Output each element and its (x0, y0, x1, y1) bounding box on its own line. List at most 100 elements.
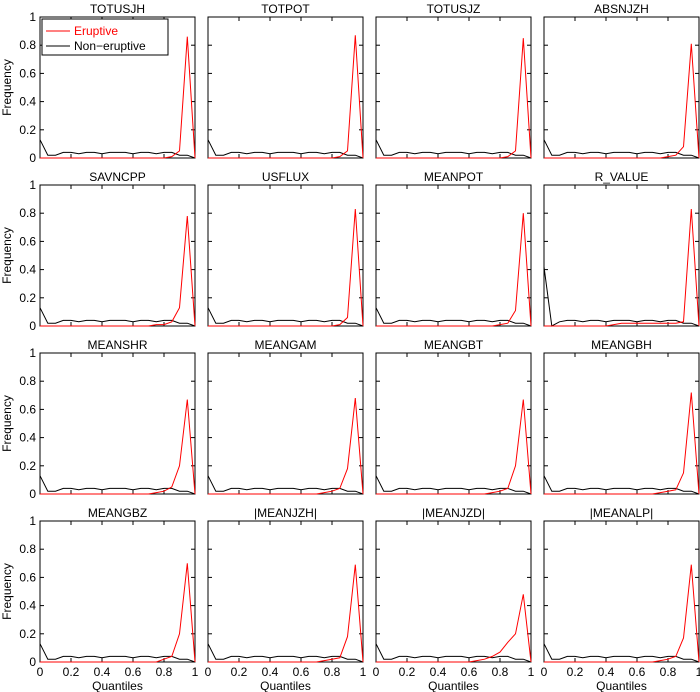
x-tick-label: 0.8 (324, 665, 341, 679)
y-tick-label: 0.6 (19, 66, 36, 80)
series-non-eruptive-line (39, 643, 196, 663)
x-tick-label: 0.4 (94, 665, 111, 679)
panel-7: R_VALUE (543, 170, 700, 327)
y-tick-label: 0 (29, 655, 36, 669)
axes-box (375, 16, 532, 159)
panel-title: MEANSHR (87, 338, 147, 352)
x-tick-label: 0.6 (461, 665, 478, 679)
y-tick-label: 0.4 (19, 599, 36, 613)
panel-title: MEANGBZ (88, 506, 147, 520)
series-eruptive-line (208, 208, 364, 327)
y-tick-label: 0.8 (19, 374, 36, 388)
y-tick-label: 0.6 (19, 234, 36, 248)
y-tick-label: 0.2 (19, 459, 36, 473)
series-non-eruptive-line (375, 139, 532, 159)
series-eruptive-line (376, 213, 532, 327)
x-tick-label: 0.2 (399, 665, 416, 679)
x-tick-label: 0 (37, 665, 44, 679)
series-non-eruptive-line (543, 139, 700, 159)
series-non-eruptive-line (375, 307, 532, 327)
series-non-eruptive-line (375, 475, 532, 495)
y-tick-label: 0.4 (19, 431, 36, 445)
panel-title: MEANGBT (424, 338, 484, 352)
x-tick-label: 1 (192, 665, 199, 679)
x-tick-label: 0 (205, 665, 212, 679)
y-tick-label: 0 (29, 487, 36, 501)
x-tick-label: 0.2 (63, 665, 80, 679)
series-eruptive-line (40, 563, 196, 663)
x-tick-label: 0.8 (660, 665, 677, 679)
panel-13: |MEANJZH| 0 0.2 0.4 0.6 0.8 1 Quantiles (205, 506, 367, 692)
panel-title: ABSNJZH (594, 2, 649, 16)
series-eruptive-line (544, 392, 700, 495)
panel-6: MEANPOT (375, 170, 532, 327)
panel-9: MEANGAM (207, 338, 364, 495)
y-axis-label: Frequency (0, 59, 14, 116)
axes-box (39, 520, 196, 663)
series-non-eruptive-line (207, 139, 364, 159)
series-eruptive-line (376, 594, 532, 663)
series-non-eruptive-line (207, 307, 364, 327)
x-axis-label: Quantiles (260, 679, 311, 692)
y-tick-label: 0.4 (19, 263, 36, 277)
series-non-eruptive-line (207, 475, 364, 495)
series-eruptive-line (40, 399, 196, 495)
axes-box (207, 520, 364, 663)
series-eruptive-line (208, 564, 364, 663)
panel-title: TOTUSJH (90, 2, 145, 16)
legend-label: Eruptive (74, 24, 118, 38)
x-tick-label: 0.4 (598, 665, 615, 679)
series-non-eruptive-line (39, 307, 196, 327)
x-tick-label: 0 (541, 665, 548, 679)
x-tick-label: 1 (360, 665, 367, 679)
series-non-eruptive-line (207, 643, 364, 663)
y-tick-label: 0.2 (19, 627, 36, 641)
axes-box (39, 184, 196, 327)
y-tick-label: 0.6 (19, 570, 36, 584)
axes-box (543, 184, 700, 327)
panel-3: ABSNJZH (543, 2, 700, 159)
panel-title: TOTUSJZ (427, 2, 481, 16)
panel-title: MEANGBH (591, 338, 652, 352)
x-tick-label: 0.2 (567, 665, 584, 679)
series-eruptive-line (376, 399, 532, 495)
panel-14: |MEANJZD| 0 0.2 0.4 0.6 0.8 1 Quantiles (373, 506, 535, 692)
panel-0: TOTUSJH 0 0.2 0.4 0.6 0.8 1 Frequency EruptiveNo… (0, 2, 196, 165)
x-axis-label: Quantiles (428, 679, 479, 692)
axes-box (375, 520, 532, 663)
x-tick-label: 1 (528, 665, 535, 679)
x-tick-label: 0.4 (430, 665, 447, 679)
panel-5: USFLUX (207, 170, 364, 327)
y-tick-label: 0.2 (19, 123, 36, 137)
series-eruptive-line (40, 36, 196, 159)
panel-15: |MEANALP| 0 0.2 0.4 0.6 0.8 1 Quantiles (541, 506, 700, 692)
y-tick-label: 0.8 (19, 38, 36, 52)
axes-box (543, 16, 700, 159)
series-eruptive-line (376, 38, 532, 159)
y-tick-label: 1 (29, 346, 36, 360)
axes-box (207, 16, 364, 159)
x-tick-label: 0.4 (262, 665, 279, 679)
y-tick-label: 0.4 (19, 95, 36, 109)
panel-11: MEANGBH (543, 338, 700, 495)
x-axis-label: Quantiles (92, 679, 143, 692)
series-non-eruptive-line (39, 139, 196, 159)
axes-box (207, 184, 364, 327)
y-tick-label: 0.6 (19, 402, 36, 416)
y-tick-label: 0.8 (19, 542, 36, 556)
panel-title: R_VALUE (595, 170, 649, 184)
series-eruptive-line (208, 398, 364, 495)
panel-title: |MEANJZH| (254, 506, 317, 520)
panel-10: MEANGBT (375, 338, 532, 495)
axes-box (375, 352, 532, 495)
series-eruptive-line (544, 43, 700, 159)
y-tick-label: 0 (29, 151, 36, 165)
y-axis-label: Frequency (0, 227, 14, 284)
series-eruptive-line (544, 208, 700, 327)
panel-12: MEANGBZ 0 0.2 0.4 0.6 0.8 1 Frequency 0 0.2 0.4 0.6… (0, 506, 199, 692)
series-non-eruptive-line (543, 643, 700, 663)
axes-box (543, 352, 700, 495)
panel-title: MEANPOT (424, 170, 484, 184)
panel-2: TOTUSJZ (375, 2, 532, 159)
